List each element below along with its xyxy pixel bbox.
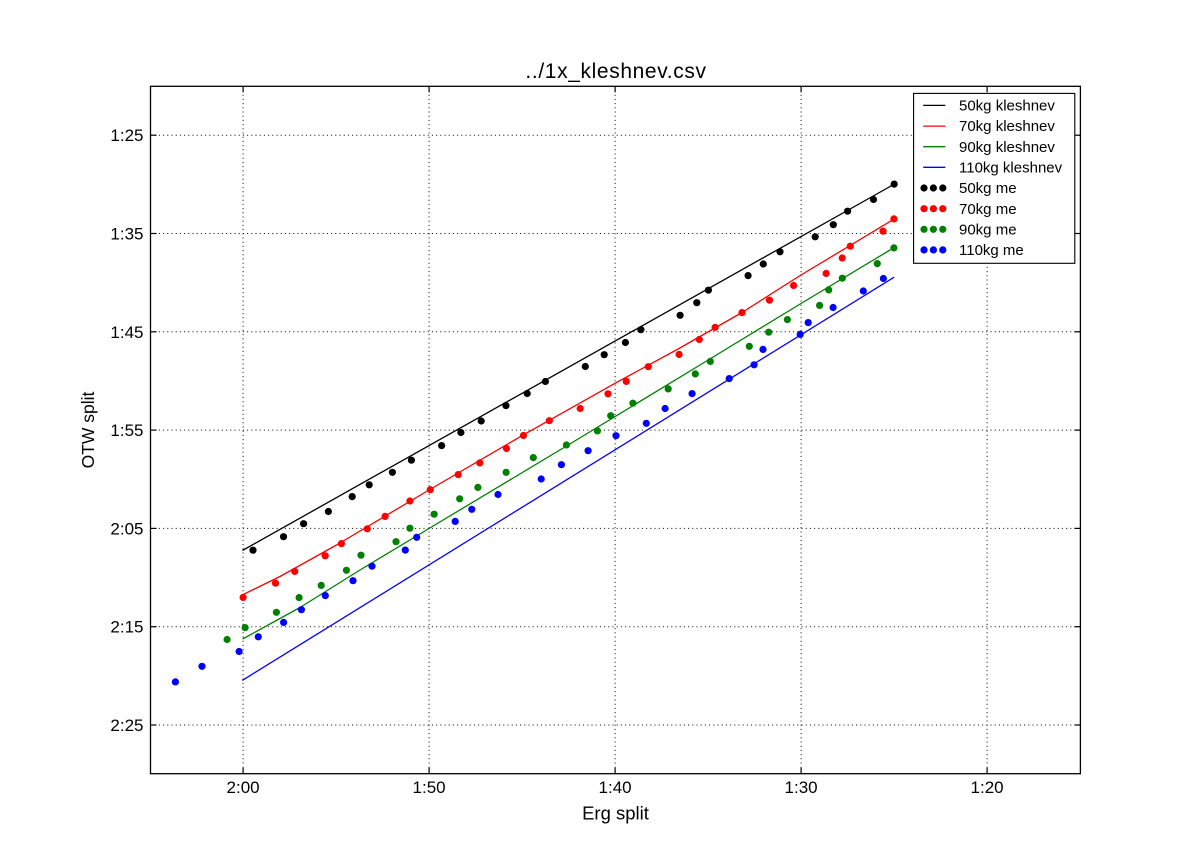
svg-text:1:30: 1:30	[785, 778, 818, 797]
svg-text:../1x_kleshnev.csv: ../1x_kleshnev.csv	[525, 60, 706, 83]
svg-text:Erg split: Erg split	[582, 803, 649, 824]
svg-text:70kg me: 70kg me	[959, 201, 1017, 218]
svg-text:110kg me: 110kg me	[959, 242, 1024, 259]
svg-text:2:00: 2:00	[227, 778, 260, 797]
svg-text:90kg kleshnev: 90kg kleshnev	[959, 139, 1055, 156]
svg-text:70kg kleshnev: 70kg kleshnev	[959, 118, 1055, 135]
svg-text:1:55: 1:55	[110, 421, 143, 440]
svg-text:1:50: 1:50	[413, 778, 446, 797]
svg-text:1:40: 1:40	[599, 778, 632, 797]
svg-text:50kg kleshnev: 50kg kleshnev	[959, 98, 1055, 115]
svg-text:1:35: 1:35	[110, 225, 143, 244]
svg-text:1:20: 1:20	[971, 778, 1004, 797]
svg-text:1:45: 1:45	[110, 323, 143, 342]
svg-text:2:15: 2:15	[110, 618, 143, 637]
svg-text:90kg me: 90kg me	[959, 222, 1017, 239]
svg-text:2:25: 2:25	[110, 716, 143, 735]
svg-text:110kg kleshnev: 110kg kleshnev	[959, 160, 1063, 177]
svg-text:2:05: 2:05	[110, 519, 143, 538]
svg-text:50kg me: 50kg me	[959, 180, 1017, 197]
svg-text:OTW split: OTW split	[78, 391, 98, 468]
svg-text:1:25: 1:25	[110, 126, 143, 145]
